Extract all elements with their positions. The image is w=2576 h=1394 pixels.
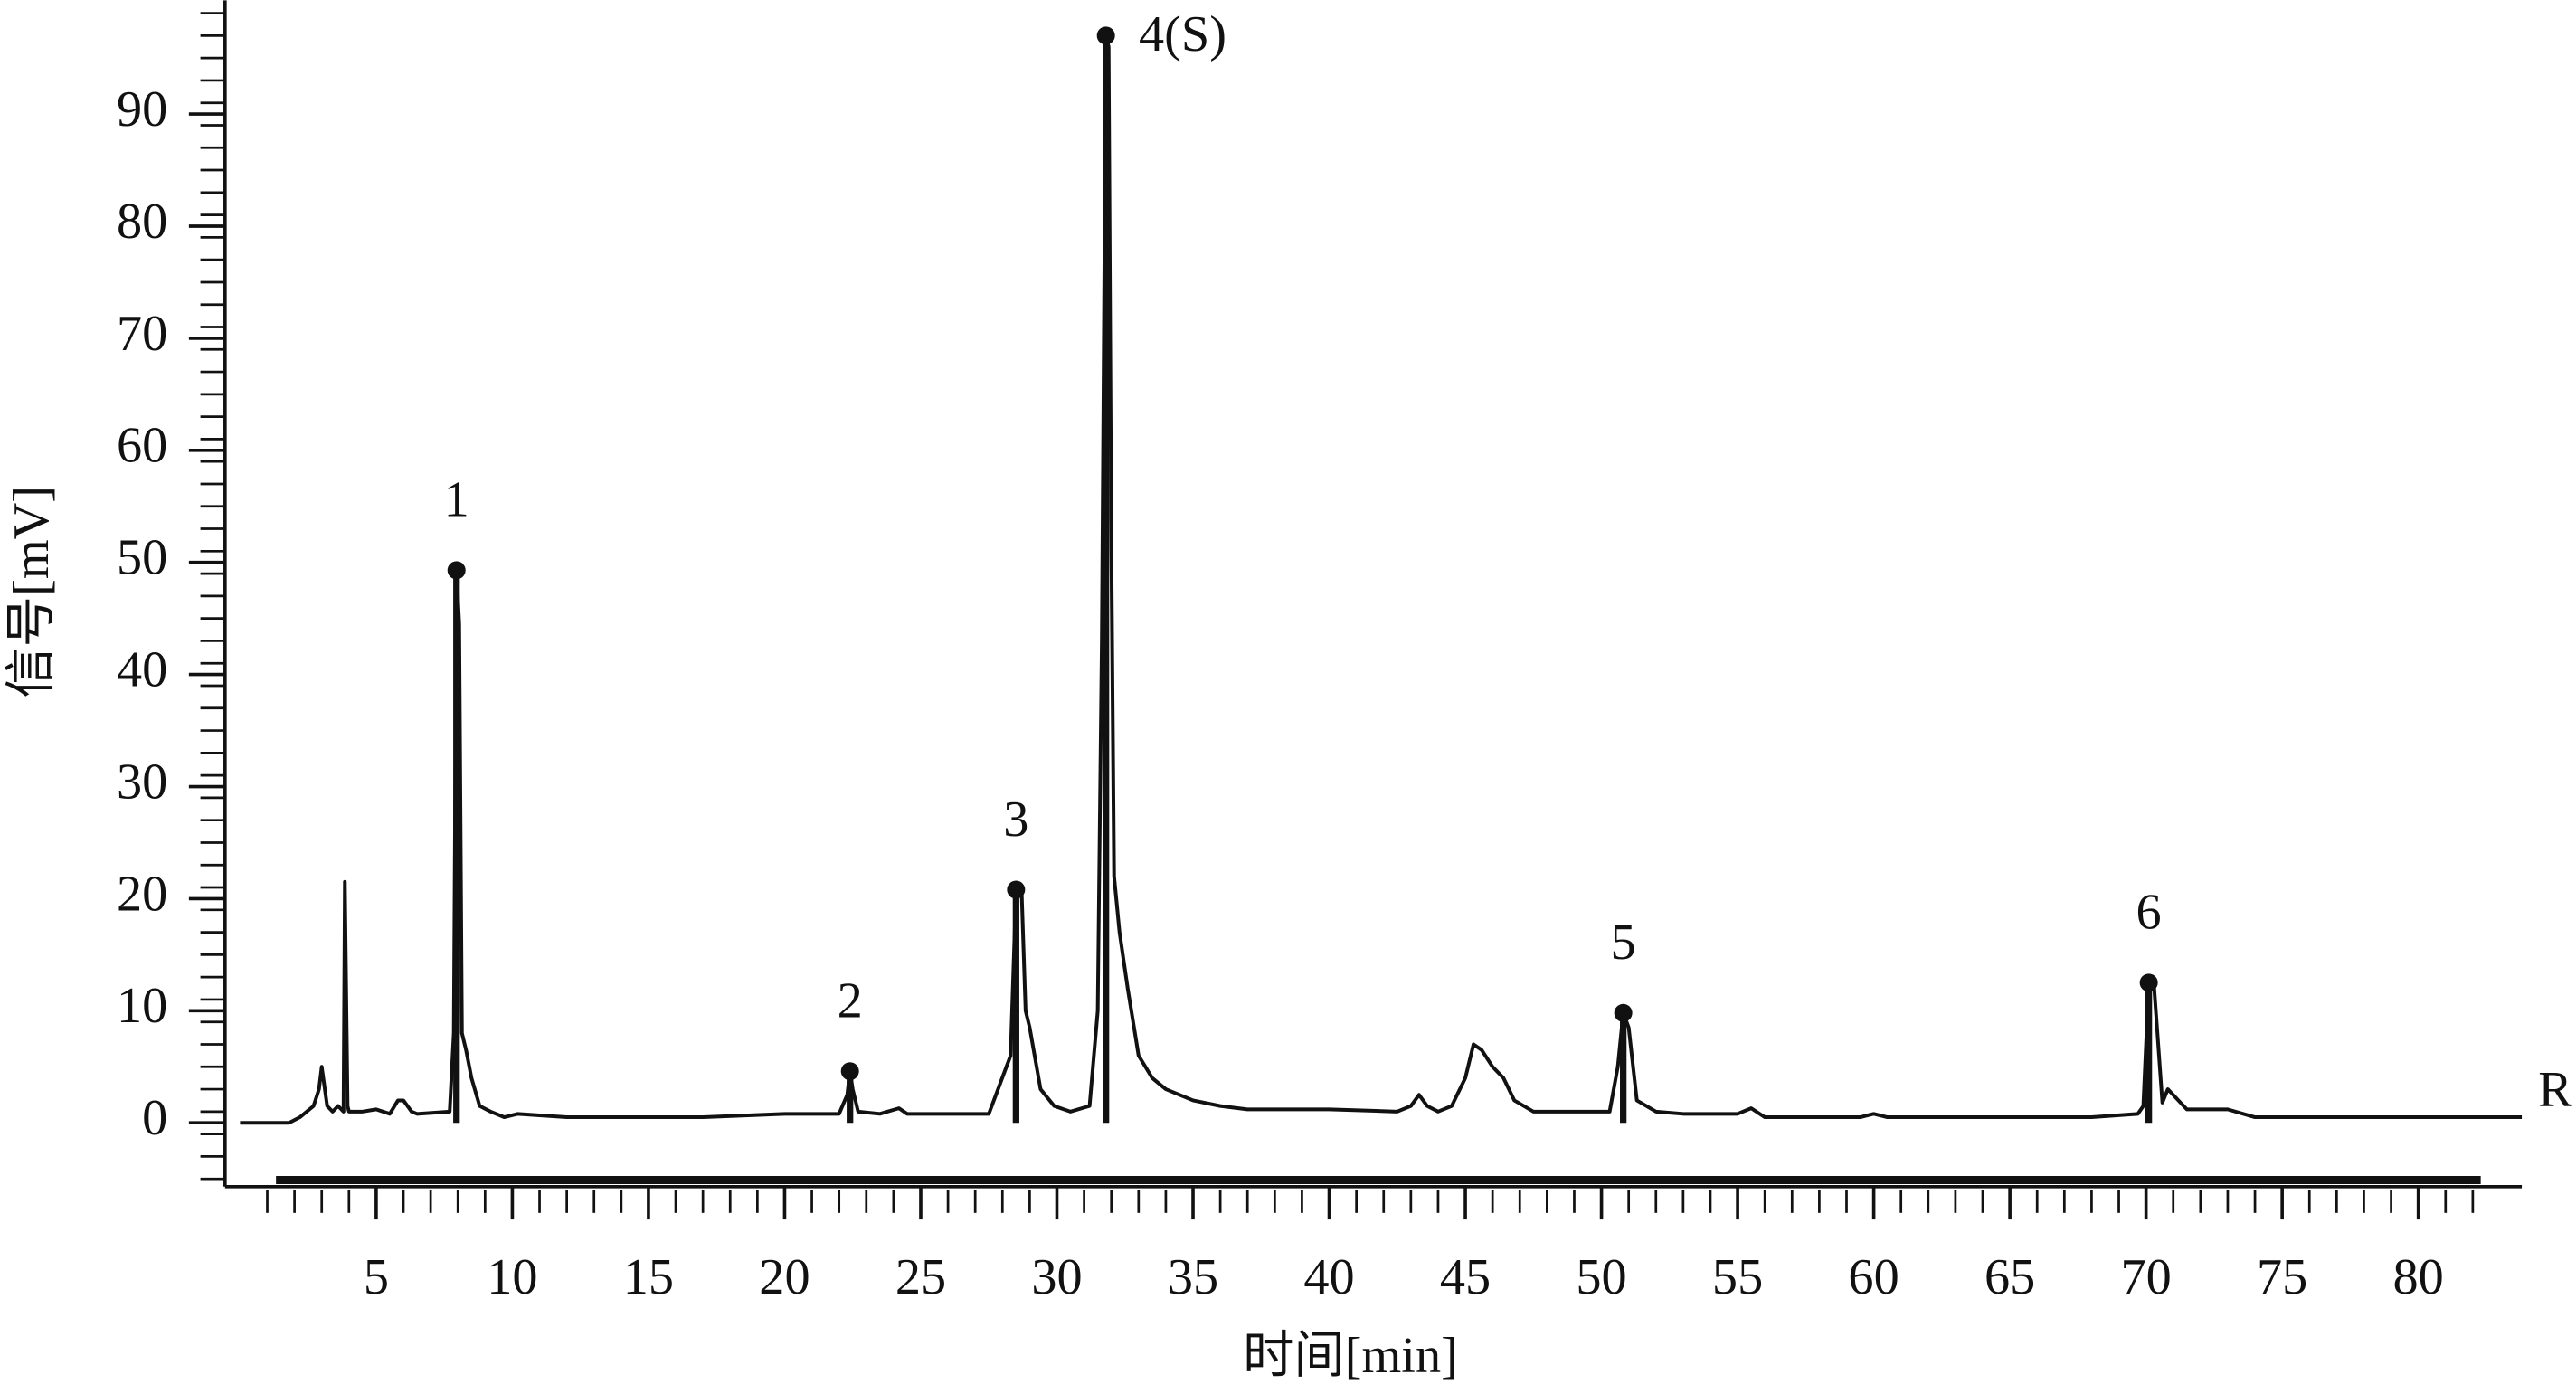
x-tick-label: 55 [1712,1249,1763,1305]
x-tick-label: 5 [364,1249,389,1305]
y-tick-label: 70 [117,306,167,362]
peak-marker [1614,1003,1633,1022]
y-tick-label: 20 [117,866,167,922]
peak-label: 4(S) [1139,6,1226,62]
peak-marker [2139,973,2158,992]
x-tick-label: 65 [1984,1249,2035,1305]
peak-marker [840,1062,859,1081]
y-tick-label: 40 [117,642,167,698]
y-tick-label: 60 [117,418,167,474]
x-tick-label: 60 [1848,1249,1899,1305]
x-tick-label: 45 [1440,1249,1491,1305]
y-tick-label: 80 [117,194,167,250]
x-tick-label: 15 [623,1249,674,1305]
x-tick-label: 25 [895,1249,946,1305]
peak-label: 3 [1003,792,1028,848]
y-tick-label: 0 [142,1090,167,1146]
trace [240,33,2523,1125]
peak-marker [447,561,466,580]
y-tick-label: 10 [117,978,167,1034]
trace-label: R [2538,1062,2572,1118]
y-tick-label: 50 [117,530,167,586]
x-tick-label: 35 [1168,1249,1218,1305]
peak-label: 1 [444,472,469,528]
x-tick-label: 75 [2257,1249,2307,1305]
x-tick-label: 50 [1576,1249,1626,1305]
peak-label: 2 [838,972,863,1029]
x-tick-label: 40 [1303,1249,1354,1305]
y-tick-label: 30 [117,754,167,810]
x-tick-label: 80 [2393,1249,2444,1305]
peak-label: 6 [2136,885,2162,941]
x-tick-label: 30 [1031,1249,1082,1305]
peak-label: 5 [1611,915,1636,971]
y-axis-label: 信号[mV] [4,486,60,698]
peak-marker [1096,26,1115,45]
x-tick-label: 20 [759,1249,810,1305]
x-tick-label: 70 [2120,1249,2171,1305]
x-tick-label: 10 [487,1249,537,1305]
peak-marker [1007,880,1026,899]
x-axis-label: 时间[min] [1243,1328,1458,1384]
y-tick-label: 90 [117,81,167,138]
